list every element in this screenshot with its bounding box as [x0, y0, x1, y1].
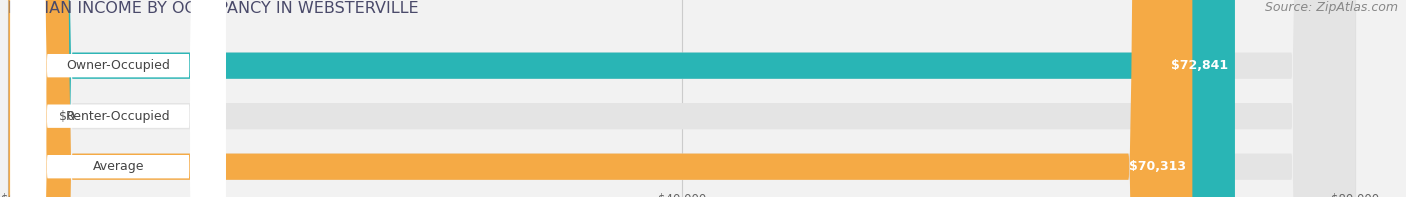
FancyBboxPatch shape	[10, 0, 226, 197]
FancyBboxPatch shape	[10, 0, 226, 197]
FancyBboxPatch shape	[8, 0, 1355, 197]
Text: $0: $0	[59, 110, 75, 123]
Text: Renter-Occupied: Renter-Occupied	[66, 110, 170, 123]
Text: $0: $0	[1, 193, 15, 197]
FancyBboxPatch shape	[8, 0, 1355, 197]
FancyBboxPatch shape	[8, 0, 1234, 197]
FancyBboxPatch shape	[8, 0, 1192, 197]
FancyBboxPatch shape	[10, 0, 226, 197]
Text: $72,841: $72,841	[1171, 59, 1229, 72]
Text: $80,000: $80,000	[1331, 193, 1379, 197]
Text: MEDIAN INCOME BY OCCUPANCY IN WEBSTERVILLE: MEDIAN INCOME BY OCCUPANCY IN WEBSTERVIL…	[8, 1, 419, 16]
Text: Source: ZipAtlas.com: Source: ZipAtlas.com	[1264, 1, 1398, 14]
Text: $70,313: $70,313	[1129, 160, 1185, 173]
FancyBboxPatch shape	[8, 0, 45, 197]
Text: Average: Average	[93, 160, 143, 173]
Text: $40,000: $40,000	[658, 193, 706, 197]
FancyBboxPatch shape	[8, 0, 1355, 197]
Text: Owner-Occupied: Owner-Occupied	[66, 59, 170, 72]
